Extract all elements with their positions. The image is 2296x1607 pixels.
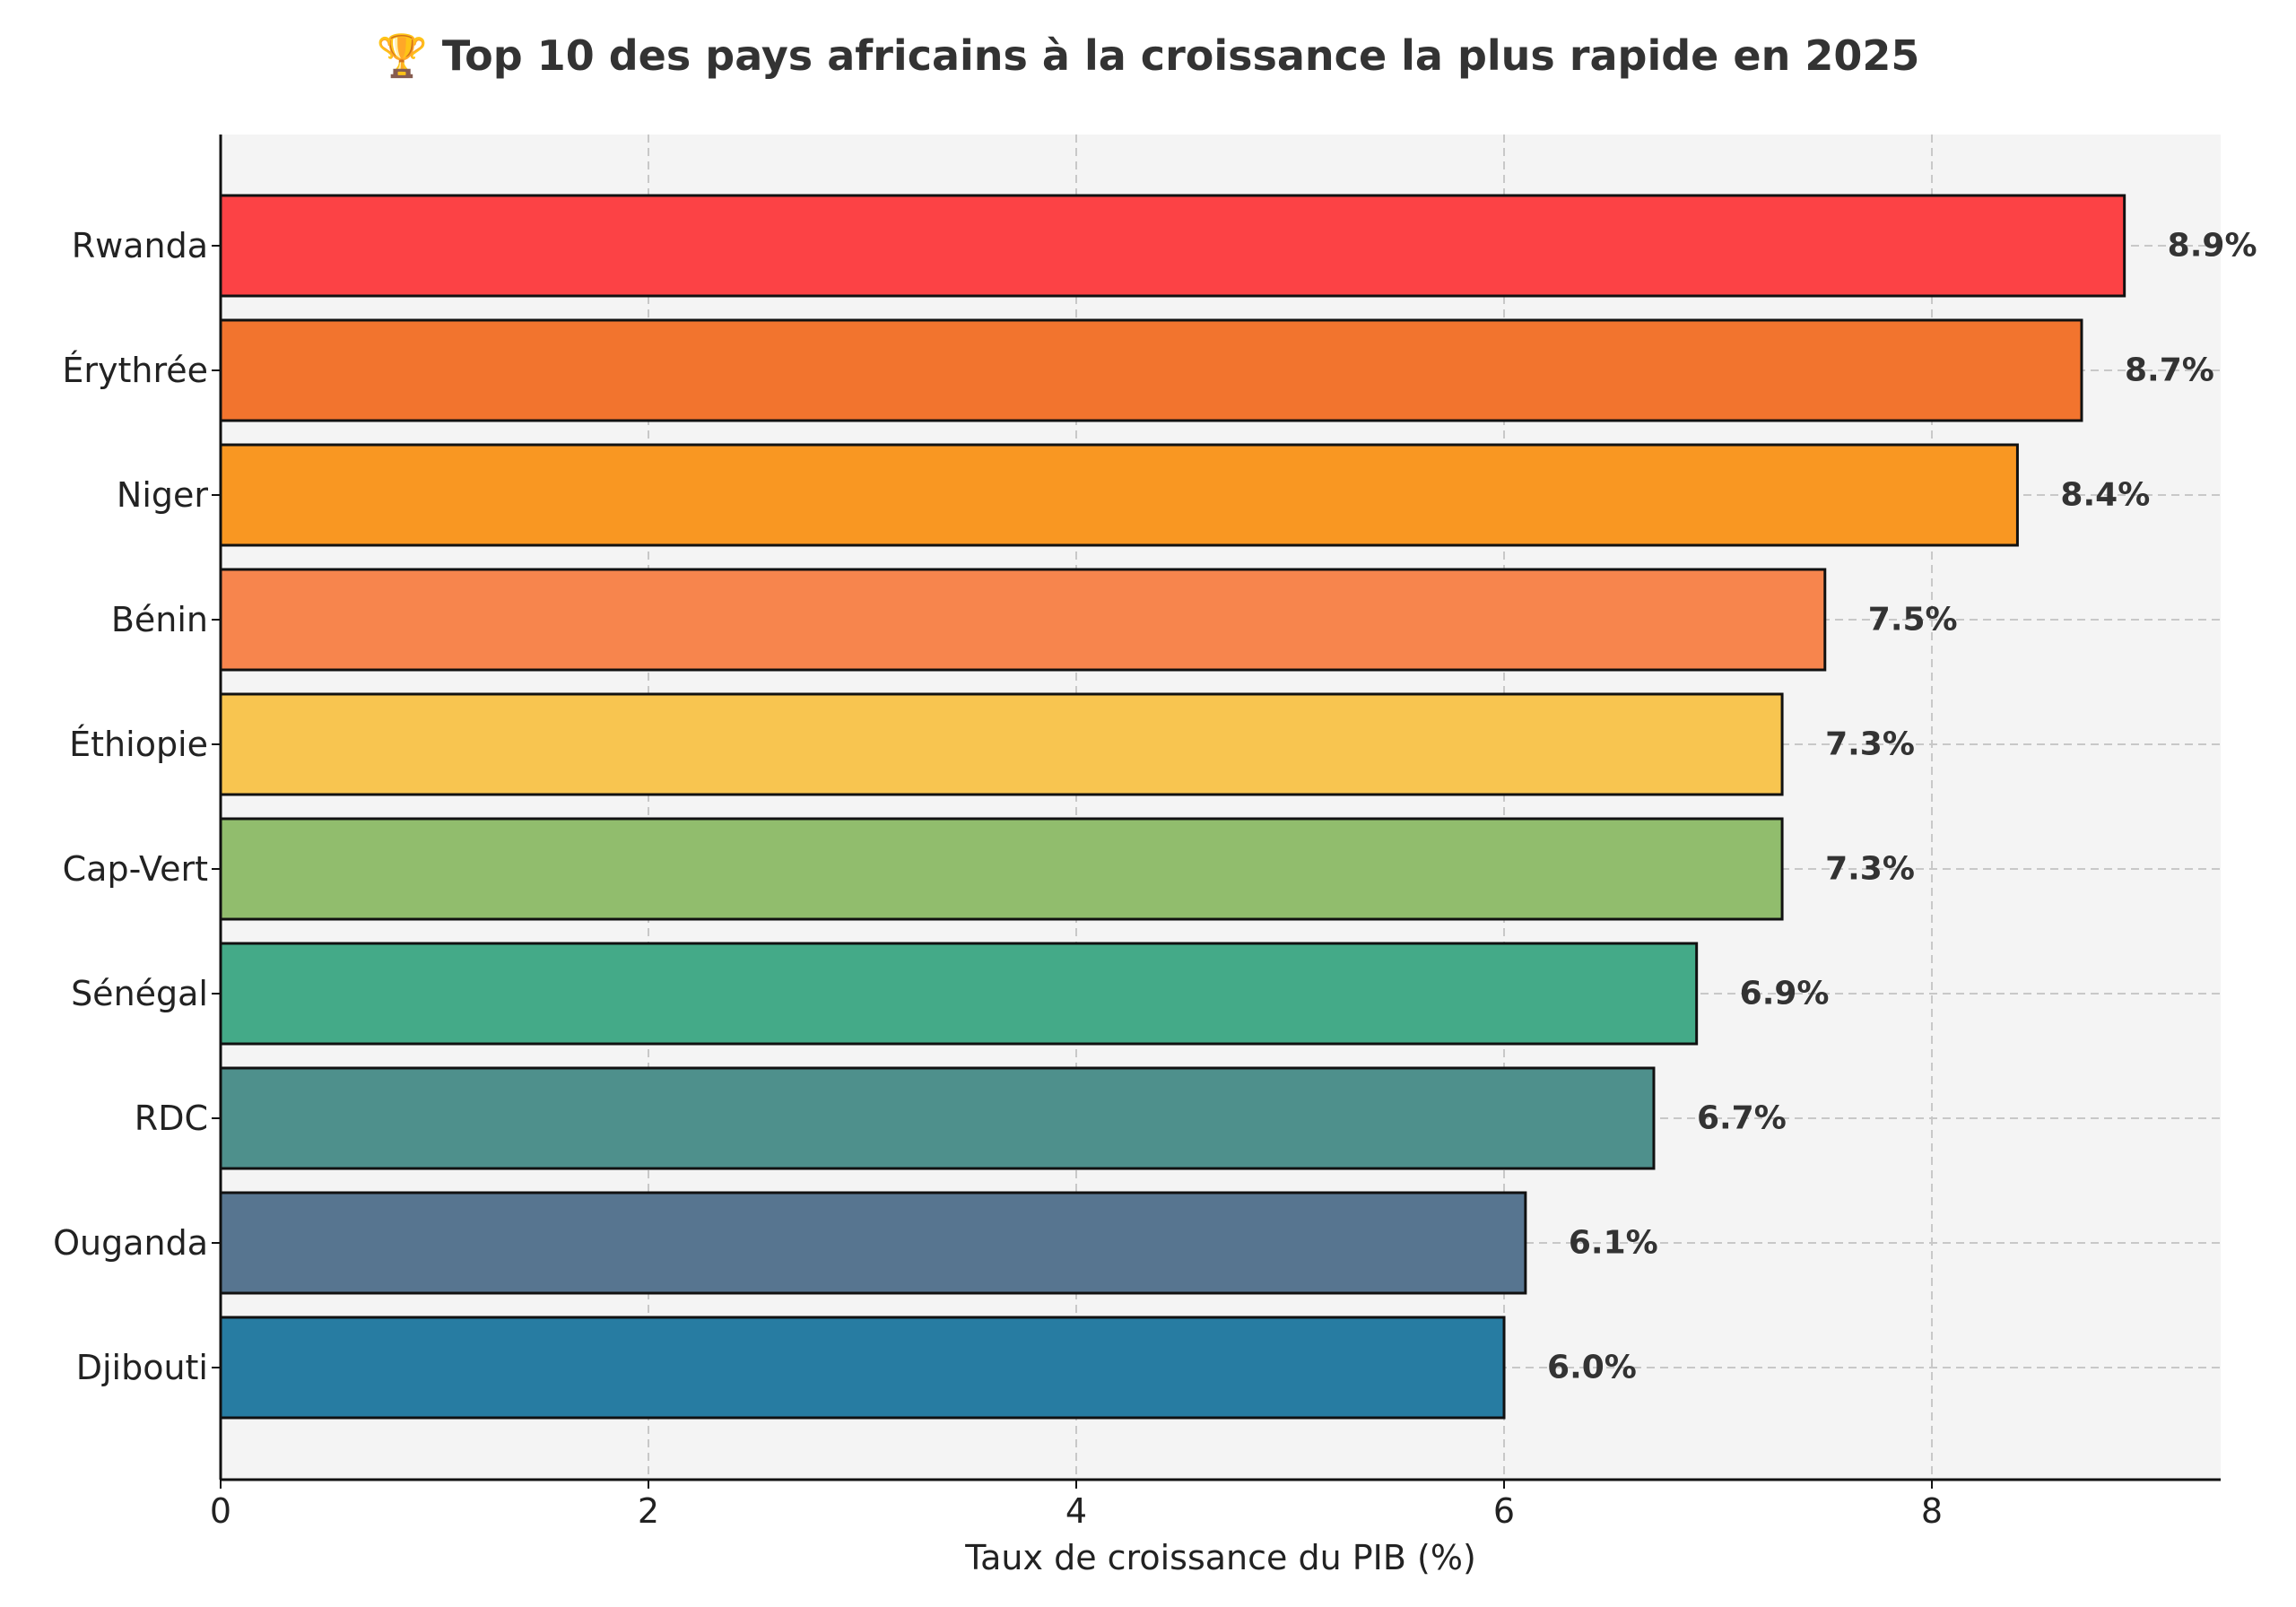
bar — [219, 942, 1699, 1046]
x-tick-label: 8 — [1921, 1491, 1943, 1531]
value-labels: 8.9% 8.7% 8.4% 7.5% 7.3% 7.3% 6.9% 6.7% 6.1% 6.0% — [1547, 228, 2257, 1386]
bar — [219, 443, 2019, 547]
category-label: Niger — [117, 475, 208, 515]
bar — [219, 568, 1827, 672]
x-tick-label: 2 — [638, 1491, 659, 1531]
category-label: Sénégal — [71, 974, 208, 1013]
value-label: 8.7% — [2125, 352, 2214, 389]
x-tick-label: 6 — [1493, 1491, 1515, 1531]
bars — [219, 194, 2126, 1420]
category-label: Cap-Vert — [63, 849, 208, 889]
value-label: 7.3% — [1825, 851, 1915, 888]
x-tick-label: 0 — [210, 1491, 231, 1531]
value-label: 7.3% — [1825, 726, 1915, 763]
chart-title: 🏆 Top 10 des pays africains à la croissa… — [377, 31, 1920, 80]
bar — [219, 194, 2126, 298]
category-label: Djibouti — [76, 1348, 208, 1387]
category-label: RDC — [135, 1099, 208, 1138]
x-ticks: 0 2 4 6 8 — [210, 1480, 1943, 1531]
bar — [219, 1066, 1656, 1170]
value-label: 7.5% — [1868, 602, 1958, 638]
bar — [219, 1316, 1506, 1420]
bar — [219, 817, 1784, 921]
category-label: Érythrée — [62, 351, 208, 390]
category-label: Ouganda — [53, 1223, 208, 1263]
value-label: 6.7% — [1697, 1100, 1787, 1137]
bar — [219, 1191, 1527, 1295]
bar — [219, 692, 1784, 796]
value-label: 6.9% — [1740, 976, 1830, 1012]
axes — [219, 135, 2221, 1481]
category-labels: Rwanda Érythrée Niger Bénin Éthiopie Cap-Vert… — [53, 226, 221, 1387]
value-label: 6.1% — [1569, 1225, 1658, 1262]
value-label: 8.9% — [2168, 228, 2257, 265]
value-label: 8.4% — [2060, 477, 2150, 514]
value-label: 6.0% — [1547, 1350, 1637, 1386]
x-tick-label: 4 — [1065, 1491, 1087, 1531]
category-label: Rwanda — [72, 226, 208, 265]
category-label: Éthiopie — [69, 725, 208, 764]
category-label: Bénin — [111, 600, 208, 639]
bar — [219, 318, 2083, 422]
x-axis-title: Taux de croissance du PIB (%) — [964, 1538, 1476, 1577]
